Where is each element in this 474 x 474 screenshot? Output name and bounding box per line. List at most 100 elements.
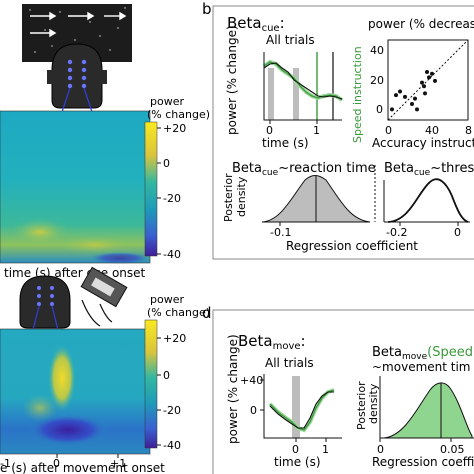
head-electrodes-bottom xyxy=(19,275,71,331)
scatter-point xyxy=(420,80,424,85)
scatter-point xyxy=(422,84,426,89)
beta-move-timecourse xyxy=(260,374,342,442)
svg-text:0.05: 0.05 xyxy=(440,443,465,456)
beta-cue-xticks: 0 1 xyxy=(266,124,320,137)
svg-text:-0.2: -0.2 xyxy=(386,226,407,239)
svg-text:+20: +20 xyxy=(163,122,186,135)
beta-move-xlabel: time (s) xyxy=(274,455,321,469)
beta-move-yticks: +40 0 xyxy=(240,374,263,417)
svg-text:1: 1 xyxy=(313,124,320,137)
panel-b-all-trials: All trials xyxy=(266,33,315,47)
scatter-yticks: 40 20 0 xyxy=(370,44,384,116)
svg-text:Betacue~thresho: Betacue~thresho xyxy=(384,161,474,178)
scatter-point xyxy=(390,107,394,112)
regression-coefficient-label: Regression coefficient xyxy=(286,239,418,253)
svg-text:0: 0 xyxy=(376,103,383,116)
posterior-move-xticks: 0 0.05 xyxy=(377,443,465,456)
scatter-xlabel: Accuracy instructio xyxy=(372,136,474,150)
panel-b-title: Betacue: xyxy=(227,14,285,34)
svg-text:0: 0 xyxy=(377,443,384,456)
beta-move-xticks: 0 1 xyxy=(292,443,329,456)
colorbar-bottom-ticks: +20 0 -20 -40 xyxy=(157,332,186,452)
colorbar2-label-top: power xyxy=(150,293,184,306)
svg-text:+20: +20 xyxy=(163,332,186,345)
bottom-heatmap-xlabel: e (s) after movement onset xyxy=(0,461,165,474)
svg-text:0: 0 xyxy=(292,443,299,456)
colorbar-top xyxy=(144,121,158,257)
svg-text:40: 40 xyxy=(425,124,439,137)
svg-text:0: 0 xyxy=(163,369,170,382)
scatter-point xyxy=(433,78,437,83)
svg-text:0: 0 xyxy=(385,124,392,137)
motion-arrows xyxy=(30,11,127,38)
heatmap-cue xyxy=(0,110,151,264)
colorbar-bottom xyxy=(144,319,158,449)
svg-text:40: 40 xyxy=(370,44,384,57)
grip-device xyxy=(80,266,128,327)
speed-instruction-label: Speed instruction xyxy=(351,46,364,143)
svg-text:-40: -40 xyxy=(163,439,181,452)
panel-b-letter: b xyxy=(202,0,212,18)
svg-text:0: 0 xyxy=(53,457,60,470)
scatter-point xyxy=(415,107,419,112)
posterior-title-1: Betacue~reaction time xyxy=(232,161,376,178)
panel-d-title: Betamove: xyxy=(238,332,306,352)
svg-text:+40: +40 xyxy=(240,374,263,387)
scatter-xticks: 0 40 8 xyxy=(385,124,472,137)
top-heatmap-xlabel: time (s) after cue onset xyxy=(4,266,146,280)
svg-text:Betamove(Speed: Betamove(Speed xyxy=(372,345,473,362)
scatter-point xyxy=(394,93,398,98)
svg-text:0: 0 xyxy=(250,404,257,417)
colorbar-label-bottom: (% change) xyxy=(147,108,210,121)
svg-text:-20: -20 xyxy=(163,192,181,205)
posterior-move-ylabel-2: density xyxy=(367,383,380,424)
scatter-point xyxy=(413,96,417,101)
beta-cue-timecourse xyxy=(262,52,344,124)
posterior-title-2: Betacue~thresho xyxy=(384,161,474,178)
scatter-point xyxy=(425,70,429,74)
posterior-density-move xyxy=(379,376,474,442)
colorbar-top-ticks: +20 0 -20 -40 xyxy=(157,122,186,261)
svg-text:-40: -40 xyxy=(163,248,181,261)
colorbar-label-top: power xyxy=(150,95,184,108)
svg-text:20: 20 xyxy=(370,74,384,87)
scatter-point xyxy=(398,89,402,94)
svg-text:+1: +1 xyxy=(110,457,126,470)
colorbar2-label-bottom: (% change) xyxy=(147,306,210,319)
posterior-density-2 xyxy=(383,178,470,226)
posterior1-xtick: -0.1 xyxy=(270,226,291,239)
posterior-density-1 xyxy=(261,165,376,226)
scatter-point xyxy=(403,94,407,99)
posterior-move-subtitle: ~movement tim xyxy=(372,360,471,374)
svg-text:Betacue:: Betacue: xyxy=(227,14,285,34)
scatter-point xyxy=(427,75,431,80)
svg-text:Betamove:: Betamove: xyxy=(238,332,306,352)
scatter-plot xyxy=(387,39,469,121)
scatter-title: power (% decreas xyxy=(368,17,474,31)
svg-text:0: 0 xyxy=(266,124,273,137)
svg-text:1: 1 xyxy=(322,443,329,456)
svg-text:-20: -20 xyxy=(163,404,181,417)
svg-text:0: 0 xyxy=(163,157,170,170)
svg-text:Betacue~reaction time: Betacue~reaction time xyxy=(232,161,376,178)
panel-d-letter: d xyxy=(202,304,212,322)
scatter-point xyxy=(430,71,434,76)
scatter-point xyxy=(423,91,427,96)
posterior-move-ylabel-1: Posterior xyxy=(355,381,368,430)
panel-d-all-trials: All trials xyxy=(265,356,314,370)
posterior-move-title: Betamove(Speed xyxy=(372,345,473,362)
beta-cue-xlabel: time (s) xyxy=(262,136,309,150)
panel-d-frame xyxy=(212,309,474,474)
svg-text:0: 0 xyxy=(454,226,461,239)
svg-text:8: 8 xyxy=(465,124,472,137)
scatter-point xyxy=(410,102,414,106)
bottom-heatmap-xticks: -1 0 +1 xyxy=(0,457,126,470)
panel-b-frame xyxy=(212,5,474,260)
head-electrodes-top xyxy=(47,43,107,113)
beta-cue-ylabel: power (% change) xyxy=(225,25,239,135)
posterior1-ylabel-2: density xyxy=(235,176,248,217)
svg-text:-1: -1 xyxy=(0,457,11,470)
beta-move-ylabel: power (% change) xyxy=(226,334,240,444)
posterior2-xticks: -0.2 0 xyxy=(386,226,461,239)
